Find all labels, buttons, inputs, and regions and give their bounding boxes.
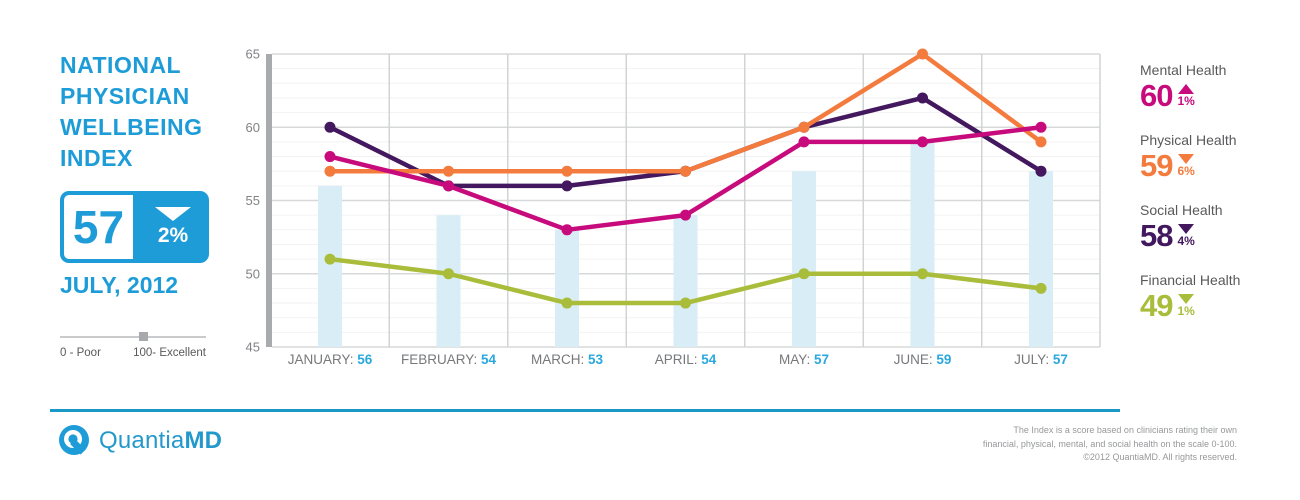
trend-down-icon bbox=[155, 206, 191, 221]
legend-entry-social-health: Social Health 58 4% bbox=[1140, 202, 1240, 253]
x-gridlines bbox=[388, 54, 1101, 347]
legend-change: 6% bbox=[1177, 164, 1195, 178]
series-physical-health bbox=[324, 48, 1047, 177]
page-title: NATIONAL PHYSICIAN WELLBEING INDEX bbox=[60, 50, 203, 174]
index-change: 2% bbox=[157, 223, 189, 247]
legend-entry-physical-health: Physical Health 59 6% bbox=[1140, 132, 1240, 183]
svg-text:FEBRUARY: 54: FEBRUARY: 54 bbox=[401, 352, 497, 367]
legend-value: 58 bbox=[1140, 218, 1173, 253]
chart-legend: Mental Health 60 1% Physical Health 59 6… bbox=[1140, 62, 1240, 342]
disclaimer: The Index is a score based on clinicians… bbox=[983, 424, 1237, 465]
legend-change: 1% bbox=[1177, 304, 1195, 318]
quantiamd-logo: QuantiaMD bbox=[58, 424, 222, 457]
svg-text:50: 50 bbox=[246, 266, 260, 281]
legend-label: Mental Health bbox=[1140, 62, 1227, 78]
title-line: INDEX bbox=[60, 145, 133, 171]
legend-change: 4% bbox=[1177, 234, 1195, 248]
title-line: WELLBEING bbox=[60, 114, 203, 140]
disclaimer-line: financial, physical, mental, and social … bbox=[982, 438, 1237, 449]
legend-label: Financial Health bbox=[1140, 272, 1241, 288]
wellbeing-scale: 0 - Poor 100- Excellent bbox=[60, 332, 206, 359]
legend-entry-financial-health: Financial Health 49 1% bbox=[1140, 272, 1241, 323]
title-line: PHYSICIAN bbox=[60, 83, 190, 109]
index-value: 57 bbox=[60, 191, 137, 263]
legend-value: 59 bbox=[1140, 148, 1173, 183]
quantiamd-logo-icon bbox=[59, 425, 89, 455]
series-mental-health bbox=[324, 121, 1047, 236]
trend-down-icon bbox=[1178, 224, 1195, 234]
footer-divider bbox=[50, 409, 1120, 412]
index-change-box: 2% bbox=[137, 191, 209, 263]
svg-text:MARCH: 53: MARCH: 53 bbox=[531, 352, 604, 367]
trend-down-icon bbox=[1178, 154, 1195, 164]
svg-text:JUNE: 59: JUNE: 59 bbox=[894, 352, 952, 367]
scale-min-label: 0 - Poor bbox=[60, 347, 101, 359]
legend-entry-mental-health: Mental Health 60 1% bbox=[1140, 62, 1240, 113]
svg-text:JANUARY: 56: JANUARY: 56 bbox=[288, 352, 373, 367]
svg-text:65: 65 bbox=[246, 47, 260, 62]
legend-label: Social Health bbox=[1140, 202, 1223, 218]
scale-handle bbox=[139, 332, 149, 341]
y-tick-labels: 45 50 55 60 65 bbox=[246, 47, 260, 355]
svg-text:MAY: 57: MAY: 57 bbox=[779, 352, 829, 367]
scale-max-label: 100- Excellent bbox=[133, 347, 206, 359]
month-labels: JANUARY: 56 FEBRUARY: 54 MARCH: 53 APRIL: 5… bbox=[288, 352, 1068, 367]
logo-text: QuantiaMD bbox=[99, 427, 222, 455]
logo-text-regular: Quantia bbox=[99, 426, 185, 454]
legend-value: 49 bbox=[1140, 288, 1173, 323]
legend-value: 60 bbox=[1140, 78, 1173, 113]
disclaimer-line: ©2012 QuantiaMD. All rights reserved. bbox=[1083, 452, 1237, 462]
title-line: NATIONAL bbox=[60, 52, 182, 78]
svg-text:JULY: 57: JULY: 57 bbox=[1014, 352, 1068, 367]
trend-up-icon bbox=[1178, 84, 1195, 94]
report-date: JULY, 2012 bbox=[60, 272, 179, 298]
index-bars bbox=[318, 141, 1053, 347]
svg-text:APRIL: 54: APRIL: 54 bbox=[655, 352, 717, 367]
legend-label: Physical Health bbox=[1140, 132, 1237, 148]
wellbeing-line-chart: 45 50 55 60 65 JANUARY: 56 FEBRUARY: 54 MARCH: … bbox=[246, 47, 1101, 367]
svg-text:60: 60 bbox=[246, 120, 260, 135]
trend-down-icon bbox=[1178, 294, 1195, 304]
series-financial-health bbox=[324, 253, 1047, 309]
svg-text:55: 55 bbox=[246, 193, 260, 208]
index-badge: 57 2% bbox=[60, 191, 209, 263]
legend-change: 1% bbox=[1177, 94, 1195, 108]
svg-text:45: 45 bbox=[246, 340, 260, 355]
logo-text-bold: MD bbox=[184, 426, 223, 454]
y-axis bbox=[266, 54, 272, 347]
scale-track bbox=[60, 332, 206, 341]
disclaimer-line: The Index is a score based on clinicians… bbox=[1013, 425, 1237, 435]
